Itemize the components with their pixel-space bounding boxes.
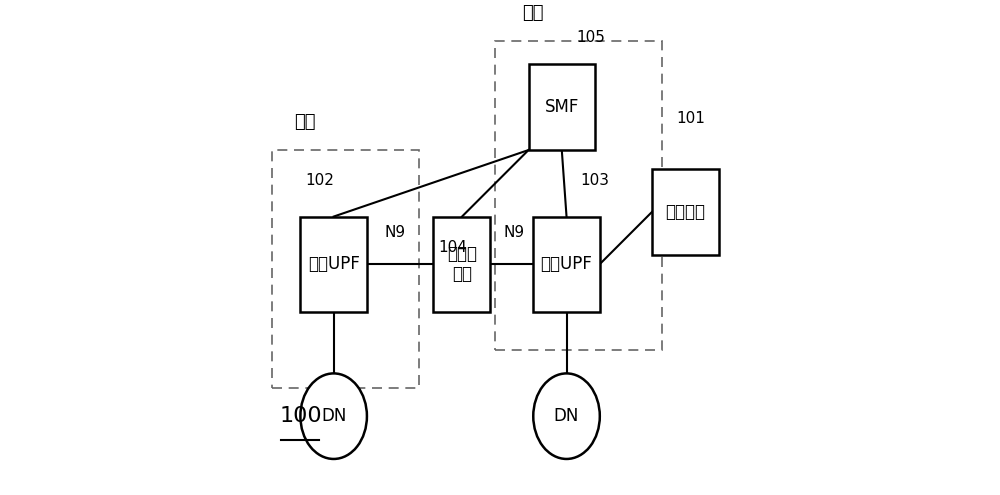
Text: 104: 104 [438, 240, 467, 254]
Text: 公网: 公网 [523, 4, 544, 22]
Bar [272, 150, 419, 388]
Bar [533, 217, 600, 312]
Bar [433, 217, 490, 312]
Text: DN: DN [554, 407, 579, 425]
Text: 第二UPF: 第二UPF [541, 255, 592, 273]
Bar [495, 41, 662, 349]
Text: 私网: 私网 [294, 113, 316, 131]
Text: 用户面
网关: 用户面 网关 [447, 245, 477, 284]
Text: N9: N9 [504, 225, 525, 241]
Text: 终端设备: 终端设备 [665, 203, 705, 221]
Text: DN: DN [321, 407, 346, 425]
Bar [529, 64, 595, 150]
Bar [300, 217, 367, 312]
Ellipse shape [300, 373, 367, 459]
Text: N9: N9 [385, 225, 406, 241]
Text: 101: 101 [676, 111, 705, 126]
Text: 100: 100 [279, 406, 322, 426]
Text: 105: 105 [576, 31, 605, 46]
Text: 103: 103 [581, 173, 610, 188]
Bar [652, 169, 719, 254]
Text: 第一UPF: 第一UPF [308, 255, 360, 273]
Ellipse shape [533, 373, 600, 459]
Text: 102: 102 [305, 173, 334, 188]
Text: SMF: SMF [545, 99, 579, 116]
